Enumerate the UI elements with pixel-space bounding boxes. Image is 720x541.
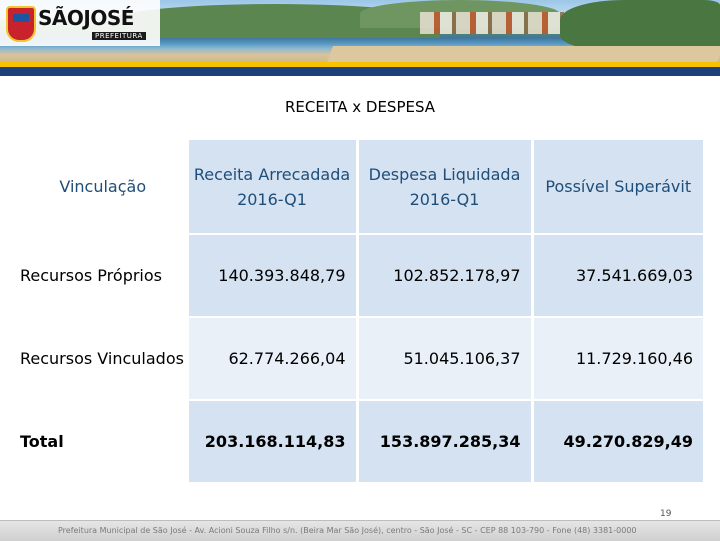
row-label: Recursos Próprios [20, 233, 187, 317]
despesa-cell: 51.045.106,37 [355, 316, 532, 400]
receita-cell: 203.168.114,83 [185, 399, 357, 482]
footer-address: Prefeitura Municipal de São José - Av. A… [58, 526, 637, 535]
despesa-cell: 102.852.178,97 [355, 233, 532, 317]
superavit-cell: 11.729.160,46 [530, 316, 703, 400]
footer-bar: Prefeitura Municipal de São José - Av. A… [0, 520, 720, 541]
table-total-row: Total 203.168.114,83 153.897.285,34 49.2… [20, 399, 703, 482]
receita-cell: 62.774.266,04 [185, 316, 357, 400]
revenue-expense-table: Vinculação Receita Arrecadada 2016-Q1 De… [20, 140, 703, 482]
table-row: Recursos Vinculados 62.774.266,04 51.045… [20, 316, 703, 400]
logo-subtitle: PREFEITURA [92, 32, 146, 40]
table-header-row: Vinculação Receita Arrecadada 2016-Q1 De… [20, 140, 703, 234]
page-number: 19 [660, 509, 672, 519]
header-banner: SÃOJOSÉ PREFEITURA [0, 0, 720, 76]
receita-cell: 140.393.848,79 [185, 233, 357, 317]
table-row: Recursos Próprios 140.393.848,79 102.852… [20, 233, 703, 317]
row-label: Total [20, 399, 187, 482]
yellow-stripe [0, 62, 720, 67]
superavit-cell: 37.541.669,03 [530, 233, 703, 317]
coat-of-arms-icon [6, 6, 36, 42]
column-header: Despesa Liquidada 2016-Q1 [355, 140, 532, 234]
column-header: Receita Arrecadada 2016-Q1 [185, 140, 357, 234]
city-logo: SÃOJOSÉ PREFEITURA [0, 0, 160, 46]
column-header: Vinculação [20, 140, 187, 234]
column-header: Possível Superávit [530, 140, 703, 234]
superavit-cell: 49.270.829,49 [530, 399, 703, 482]
slide-title: RECEITA x DESPESA [284, 98, 436, 116]
blue-stripe [0, 67, 720, 76]
row-label: Recursos Vinculados [20, 316, 187, 400]
logo-name: SÃOJOSÉ [38, 6, 134, 30]
despesa-cell: 153.897.285,34 [355, 399, 532, 482]
